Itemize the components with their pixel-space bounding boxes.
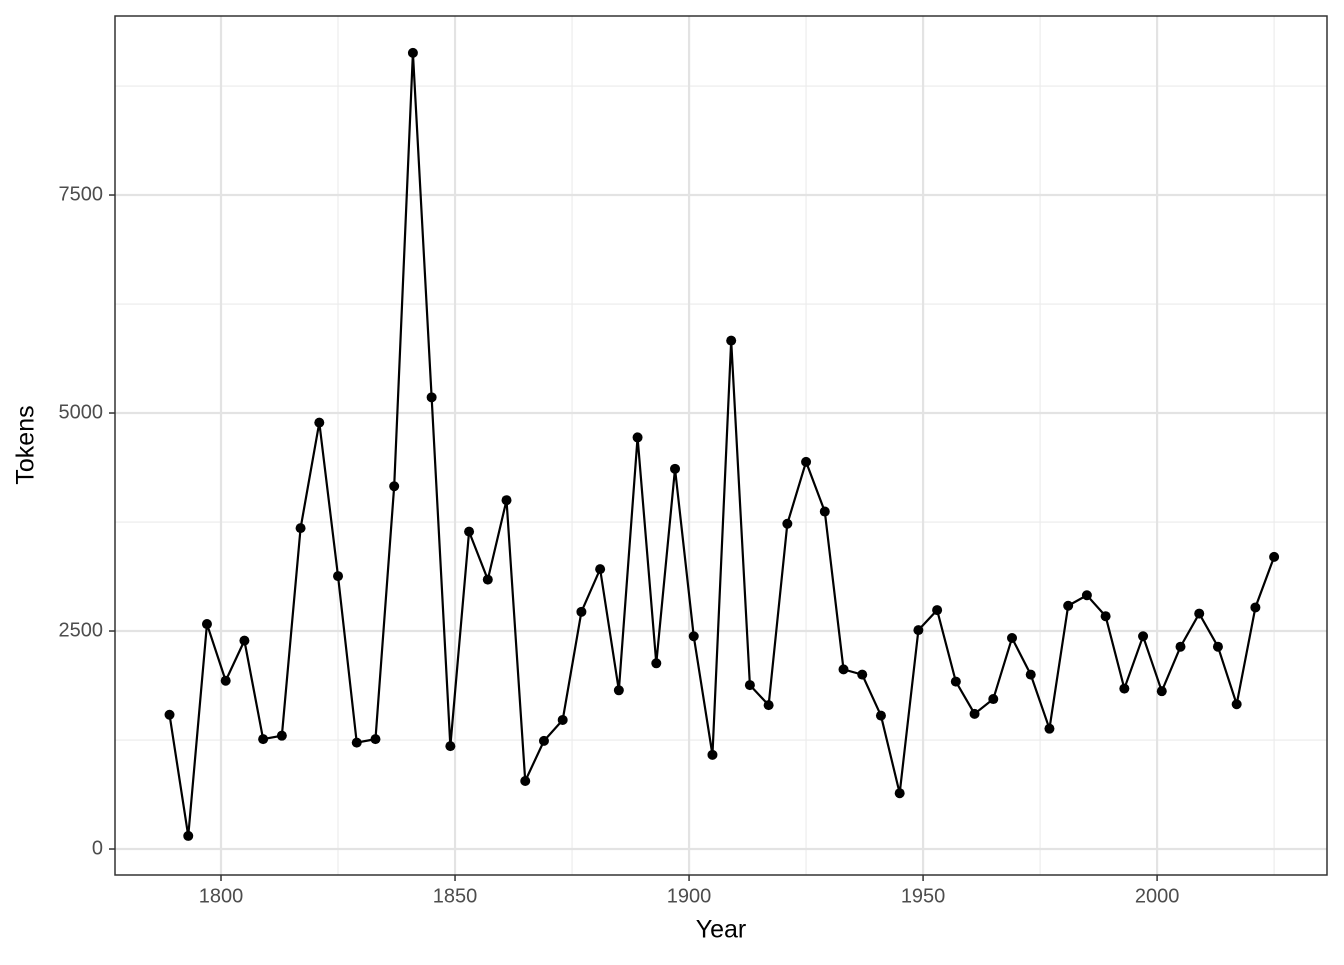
data-point bbox=[1138, 631, 1149, 642]
data-point bbox=[576, 606, 587, 617]
x-tick-label: 1800 bbox=[199, 885, 244, 907]
data-point bbox=[239, 635, 250, 646]
data-point bbox=[838, 664, 849, 675]
data-point bbox=[276, 730, 287, 741]
data-point bbox=[482, 574, 493, 585]
data-point bbox=[407, 47, 418, 58]
data-point bbox=[389, 481, 400, 492]
data-point bbox=[295, 523, 306, 534]
data-point bbox=[1081, 590, 1092, 601]
data-point bbox=[183, 830, 194, 841]
x-axis-title: Year bbox=[696, 916, 747, 944]
data-point bbox=[595, 564, 606, 575]
data-point bbox=[464, 526, 475, 537]
data-point bbox=[1175, 641, 1186, 652]
data-point bbox=[857, 669, 868, 680]
data-point bbox=[426, 392, 437, 403]
data-point bbox=[520, 775, 531, 786]
data-point bbox=[1063, 600, 1074, 611]
data-point bbox=[1231, 699, 1242, 710]
data-point bbox=[1044, 723, 1055, 734]
panel-border bbox=[114, 15, 1328, 876]
data-point bbox=[501, 495, 512, 506]
data-point bbox=[782, 518, 793, 529]
data-point bbox=[333, 571, 344, 582]
y-tick-label: 0 bbox=[92, 837, 103, 859]
data-point bbox=[1194, 608, 1205, 619]
data-point bbox=[651, 658, 662, 669]
data-point bbox=[201, 619, 212, 630]
data-point bbox=[913, 625, 924, 636]
y-tick-label: 5000 bbox=[59, 401, 104, 423]
y-tick-label: 7500 bbox=[59, 183, 104, 205]
data-point bbox=[1156, 686, 1167, 697]
x-tick-label: 1850 bbox=[433, 885, 478, 907]
data-point bbox=[894, 788, 905, 799]
data-point bbox=[932, 605, 943, 616]
data-point bbox=[875, 710, 886, 721]
data-point bbox=[557, 714, 568, 725]
data-point bbox=[801, 456, 812, 467]
data-point bbox=[688, 631, 699, 642]
data-point bbox=[988, 694, 999, 705]
y-axis-title: Tokens bbox=[12, 405, 40, 484]
x-tick-label: 1900 bbox=[667, 885, 712, 907]
data-point bbox=[707, 749, 718, 760]
data-point bbox=[445, 741, 456, 752]
data-point bbox=[1100, 611, 1111, 622]
data-point bbox=[314, 417, 325, 428]
data-point bbox=[538, 735, 549, 746]
data-point bbox=[220, 675, 231, 686]
data-point bbox=[819, 506, 830, 517]
data-point bbox=[1119, 683, 1130, 694]
data-point bbox=[1212, 641, 1223, 652]
data-point bbox=[1250, 602, 1261, 613]
data-point bbox=[632, 432, 643, 443]
data-point bbox=[258, 734, 269, 745]
data-point bbox=[969, 708, 980, 719]
x-tick-label: 1950 bbox=[901, 885, 946, 907]
y-tick-label: 2500 bbox=[59, 619, 104, 641]
data-point bbox=[763, 700, 774, 711]
data-point bbox=[1269, 551, 1280, 562]
data-point bbox=[726, 335, 737, 346]
data-point bbox=[670, 463, 681, 474]
data-point bbox=[351, 737, 362, 748]
data-point bbox=[370, 734, 381, 745]
data-point bbox=[1007, 632, 1018, 643]
data-point bbox=[164, 709, 175, 720]
data-point bbox=[744, 680, 755, 691]
x-tick-label: 2000 bbox=[1135, 885, 1180, 907]
data-point bbox=[950, 676, 961, 687]
data-point bbox=[1025, 669, 1036, 680]
data-point bbox=[613, 685, 624, 696]
